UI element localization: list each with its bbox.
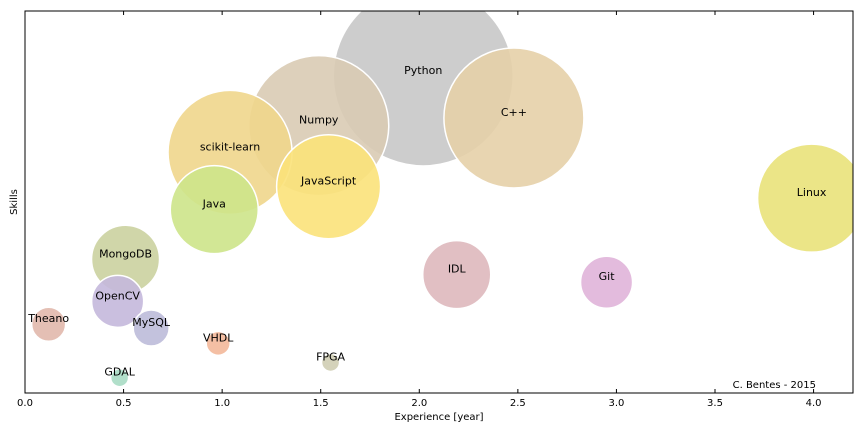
x-tick-label: 2.5 (510, 398, 526, 409)
x-tick-label: 3.0 (608, 398, 624, 409)
bubble-label-scikit-learn: scikit-learn (200, 140, 260, 153)
bubble-label-opencv: OpenCV (95, 289, 140, 302)
bubble-label-java: Java (202, 198, 226, 211)
bubble-opencv (90, 274, 145, 329)
bubble-git (579, 255, 634, 309)
bubble-label-gdal: GDAL (104, 366, 135, 379)
x-tick-label: 0.5 (116, 398, 132, 409)
bubble-label-fpga: FPGA (316, 350, 345, 363)
bubble-label-javascript: JavaScript (300, 175, 357, 188)
x-tick-label: 2.0 (411, 398, 427, 409)
x-tick-label: 1.0 (214, 398, 230, 409)
bubble-javascript (275, 133, 382, 240)
x-tick-label: 4.0 (806, 398, 822, 409)
bubble-label-vhdl: VHDL (203, 331, 234, 344)
bubble-label-python: Python (404, 64, 442, 77)
bubble-gdal (109, 367, 130, 388)
x-axis-ticks: 0.0 0.5 1.0 1.5 2.0 2.5 3.0 3.5 4.0 (17, 11, 822, 409)
bubble-label-mysql: MySQL (132, 316, 171, 329)
bubble-label-linux: Linux (797, 186, 827, 199)
bubble-label-idl: IDL (448, 263, 467, 276)
y-axis-label: Skills (9, 189, 20, 215)
bubble-linux (756, 143, 853, 253)
bubble-idl (421, 239, 492, 310)
bubble-label-numpy: Numpy (299, 114, 339, 127)
bubble-mysql (132, 309, 170, 347)
bubble-layer (30, 11, 853, 388)
bubble-vhdl (205, 330, 231, 357)
credit-annotation: C. Bentes - 2015 (733, 380, 816, 391)
x-tick-label: 1.5 (313, 398, 329, 409)
bubble-theano (30, 306, 67, 342)
bubble-label-theano: Theano (27, 312, 69, 325)
bubble-c- (443, 47, 585, 189)
bubble-java (169, 164, 260, 255)
bubble-fpga (320, 352, 341, 373)
x-tick-label: 0.0 (17, 398, 33, 409)
plot-frame (24, 10, 854, 394)
bubble-label-c-: C++ (501, 106, 527, 119)
x-tick-label: 3.5 (707, 398, 723, 409)
bubble-label-git: Git (599, 270, 616, 283)
bubble-label-layer: Python C++ Numpy scikit-learn JavaScript Java… (27, 64, 827, 379)
x-axis-label: Experience [year] (394, 412, 483, 423)
bubble-label-mongodb: MongoDB (99, 247, 152, 260)
